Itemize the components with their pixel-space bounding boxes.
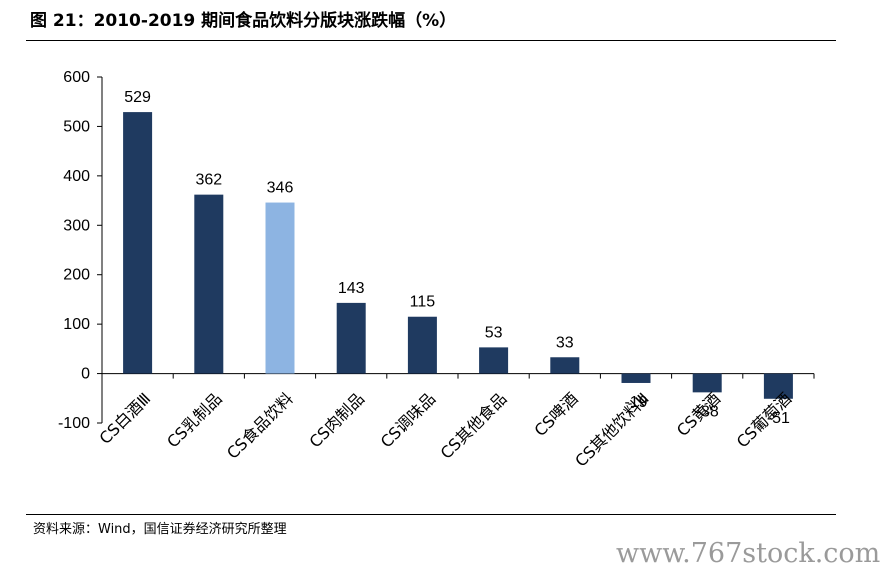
bar	[621, 373, 651, 383]
bar	[194, 194, 224, 374]
source-note: 资料来源：Wind，国信证券经济研究所整理	[33, 522, 287, 537]
chart-data-labels: 529 362 346 143 115 53 33 -19 -38 -51	[124, 89, 790, 427]
category-label: CS乳制品	[163, 389, 225, 451]
bar	[763, 373, 793, 399]
data-label: 33	[556, 334, 574, 351]
watermark: www.767stock.com	[616, 538, 881, 569]
chart-bars	[123, 112, 793, 399]
category-label: CS啤酒	[530, 389, 581, 440]
chart-title: 图 21：2010-2019 期间食品饮料分版块涨跌幅（%）	[30, 11, 457, 31]
y-tick-label: 0	[81, 366, 90, 383]
data-label: 346	[267, 180, 294, 197]
data-label: 53	[485, 324, 503, 341]
category-label: CS其他饮料Ⅲ	[571, 389, 653, 471]
source-rule	[26, 514, 836, 515]
category-label: CS食品饮料	[223, 389, 297, 463]
y-tick-label: 300	[63, 217, 90, 234]
data-label: 529	[124, 89, 151, 106]
category-label: CS肉制品	[306, 389, 368, 451]
bar	[550, 357, 580, 374]
category-label: CS调味品	[377, 389, 439, 451]
data-label: -19	[624, 394, 647, 411]
chart-axes: 600 500 400 300 200 100 0 -100	[58, 69, 815, 432]
data-label: 115	[410, 294, 436, 311]
y-tick-label: 100	[63, 316, 90, 333]
data-label: -38	[696, 403, 719, 420]
y-tick-label: 600	[63, 69, 90, 86]
y-tick-label: 200	[63, 267, 90, 284]
category-label: CS其他食品	[437, 389, 511, 463]
title-rule	[26, 40, 836, 41]
bar	[123, 112, 153, 374]
bar	[479, 347, 509, 374]
bar	[692, 373, 722, 393]
bar	[336, 302, 366, 374]
bar	[407, 316, 437, 374]
data-label: -51	[767, 410, 790, 427]
data-label: 143	[338, 280, 365, 297]
data-label: 362	[195, 172, 222, 189]
category-label: CS白酒Ⅲ	[95, 389, 154, 448]
bar	[265, 202, 295, 374]
y-tick-label: 400	[63, 168, 90, 185]
y-tick-label: 500	[63, 118, 90, 135]
y-tick-label: -100	[58, 415, 90, 432]
